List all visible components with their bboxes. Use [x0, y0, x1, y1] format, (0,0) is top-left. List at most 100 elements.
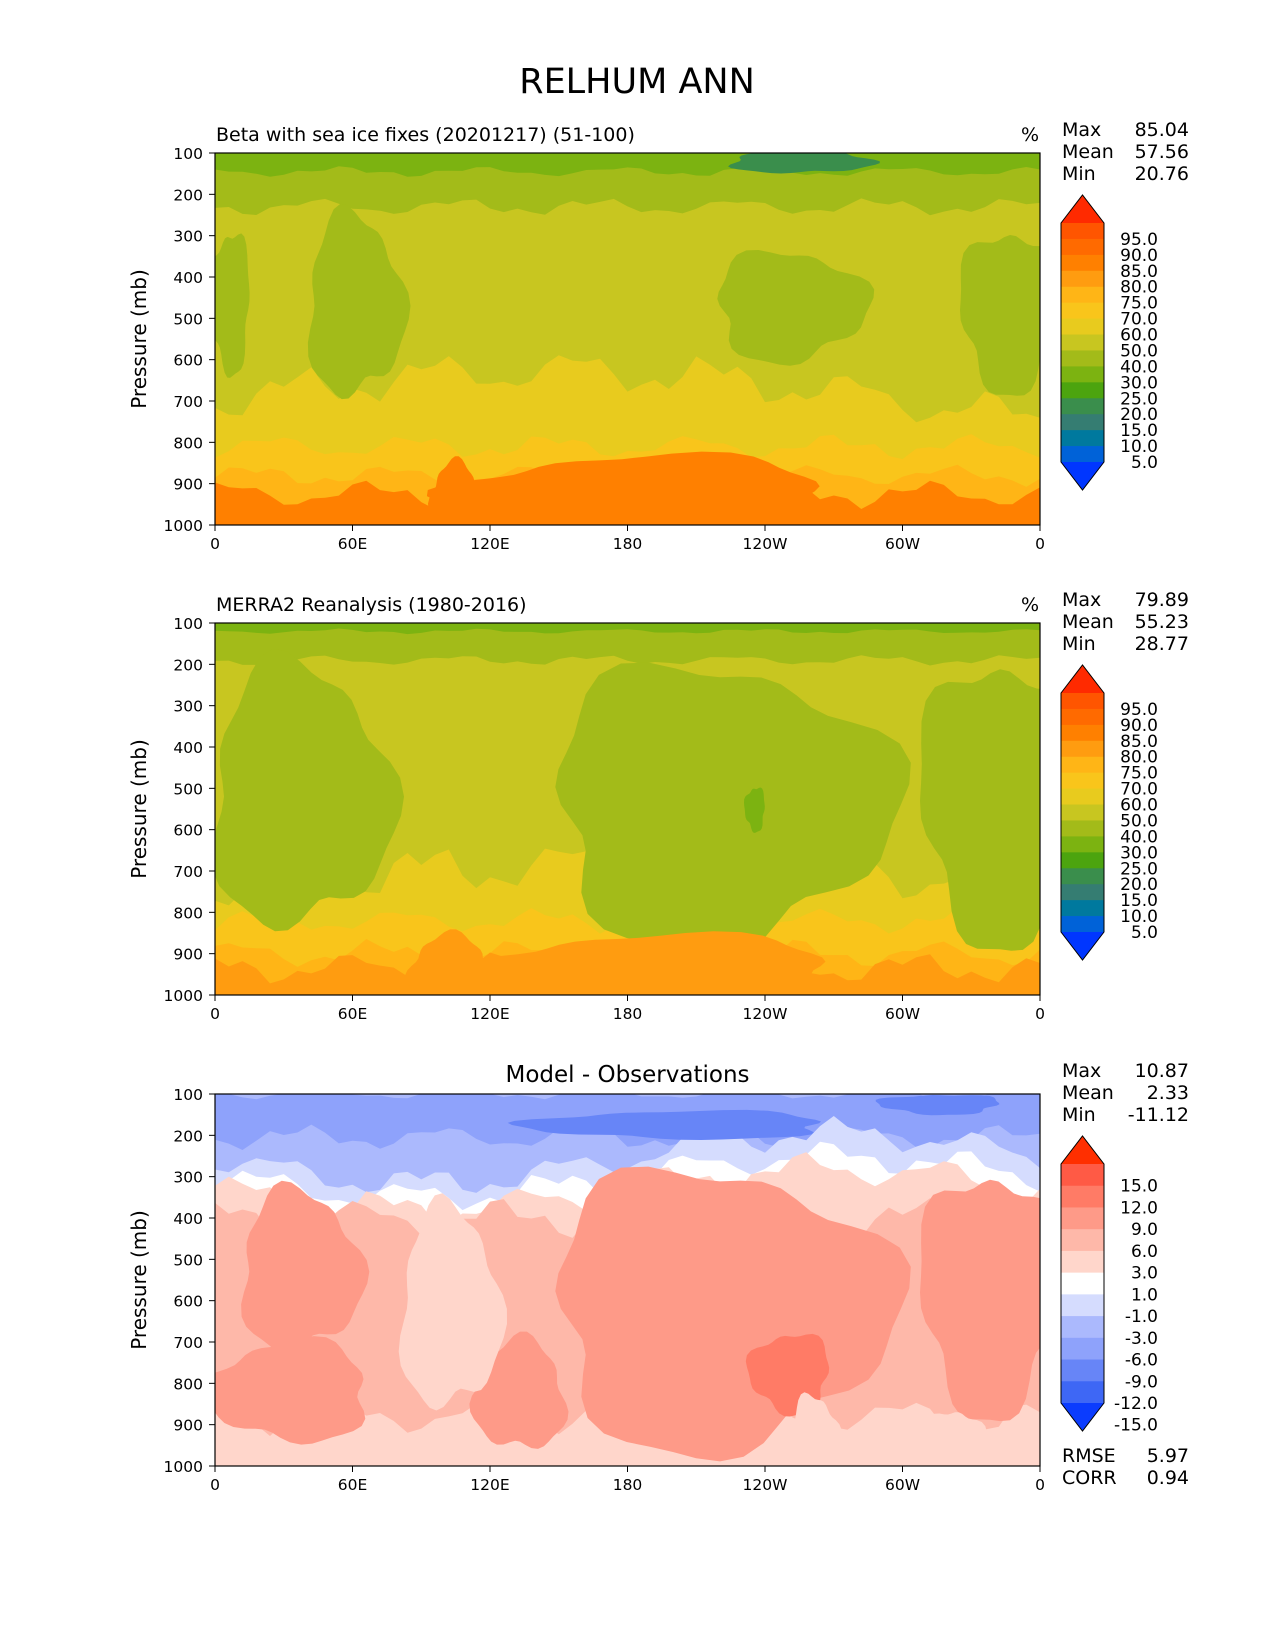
colorbar-swatch [1061, 1229, 1104, 1252]
colorbar-swatch [1061, 724, 1104, 742]
colorbar-swatch [1061, 318, 1104, 336]
colorbar-level-label: 3.0 [1131, 1264, 1158, 1284]
colorbar-swatch [1061, 382, 1104, 399]
colorbar-swatch [1061, 1337, 1104, 1361]
field-contours [215, 623, 1040, 995]
x-tick-label: 60W [885, 535, 920, 553]
colorbar-level-label: -1.0 [1125, 1307, 1158, 1327]
stat-value-mean: 2.33 [1147, 1082, 1189, 1104]
panel-test: Beta with sea ice fixes (20201217) (51-1… [127, 119, 1189, 553]
colorbar-swatch [1061, 254, 1104, 272]
y-tick-label: 400 [173, 739, 203, 757]
panel-difference: Model - Observations 100 200 300 400 500 600 70… [127, 1060, 1189, 1494]
x-tick-label: 0 [210, 1005, 220, 1023]
y-tick-label: 500 [173, 780, 203, 798]
stat-label-min: Min [1062, 163, 1096, 185]
panel-title: Beta with sea ice fixes (20201217) (51-1… [216, 124, 635, 146]
colorbar-level-label: 12.0 [1120, 1198, 1158, 1218]
y-axis-label: Pressure (mb) [127, 739, 151, 879]
colorbar-swatch [1061, 398, 1104, 415]
colorbar-level-label: 1.0 [1131, 1285, 1158, 1305]
y-tick-label: 200 [173, 1127, 203, 1145]
colorbar-extend-max [1061, 1136, 1104, 1164]
colorbar-extend-max [1061, 195, 1104, 223]
stat-label-min: Min [1062, 633, 1096, 655]
colorbar-level-label: 60.0 [1120, 796, 1158, 816]
y-tick-label: 900 [173, 476, 203, 494]
stat-value-rmse: 5.97 [1147, 1445, 1189, 1467]
colorbar-level-label: 75.0 [1120, 294, 1158, 314]
x-tick-label: 0 [1035, 1476, 1045, 1494]
colorbar-swatch [1061, 693, 1104, 710]
colorbar-swatch [1061, 286, 1104, 304]
colorbar-swatch [1061, 804, 1104, 822]
y-tick-label: 100 [173, 1086, 203, 1104]
x-tick-label: 0 [210, 535, 220, 553]
y-tick-label: 600 [173, 822, 203, 840]
colorbar-level-label: 85.0 [1120, 262, 1158, 282]
colorbar-level-label: 5.0 [1131, 453, 1158, 473]
stat-label-rmse: RMSE [1062, 1445, 1116, 1467]
stat-value-min: 20.76 [1135, 163, 1189, 185]
colorbar-extend-max [1061, 665, 1104, 693]
colorbar-swatch [1061, 1381, 1104, 1404]
colorbar-level-label: 15.0 [1120, 421, 1158, 441]
colorbar-swatch [1061, 740, 1104, 758]
x-tick-label: 120W [743, 535, 788, 553]
colorbar-level-label: 60.0 [1120, 326, 1158, 346]
colorbar-level-label: 40.0 [1120, 827, 1158, 847]
colorbar-swatch [1061, 414, 1104, 431]
y-tick-label: 700 [173, 393, 203, 411]
x-tick-label: 60E [338, 535, 368, 553]
stat-value-mean: 57.56 [1135, 141, 1189, 163]
y-tick-label: 100 [173, 145, 203, 163]
colorbar-swatch [1061, 302, 1104, 320]
stat-value-min: 28.77 [1135, 633, 1189, 655]
x-tick-label: 60E [338, 1476, 368, 1494]
stat-label-mean: Mean [1062, 141, 1114, 163]
y-tick-label: 900 [173, 946, 203, 964]
stat-label-max: Max [1062, 119, 1101, 141]
colorbar-level-label: 25.0 [1120, 859, 1158, 879]
colorbar-swatch [1061, 836, 1104, 853]
colorbar-swatch [1061, 884, 1104, 901]
colorbar-level-label: 75.0 [1120, 764, 1158, 784]
y-tick-label: 100 [173, 615, 203, 633]
field-contours [215, 1094, 1040, 1466]
panel-title: Model - Observations [505, 1062, 749, 1088]
colorbar-level-label: 10.0 [1120, 437, 1158, 457]
colorbar-level-label: 40.0 [1120, 357, 1158, 377]
y-tick-label: 400 [173, 269, 203, 287]
field-contours [215, 153, 1040, 525]
y-axis-label: Pressure (mb) [127, 269, 151, 409]
stat-value-max: 79.89 [1135, 589, 1189, 611]
y-tick-label: 800 [173, 904, 203, 922]
colorbar-level-label: 15.0 [1120, 1177, 1158, 1197]
colorbar: 95.090.085.080.075.070.060.050.040.030.0… [1060, 194, 1158, 491]
stat-label-max: Max [1062, 1060, 1101, 1082]
colorbar-level-label: 50.0 [1120, 341, 1158, 361]
y-tick-label: 400 [173, 1210, 203, 1228]
units-label: % [1021, 124, 1039, 146]
colorbar-swatch [1061, 270, 1104, 288]
x-tick-label: 60E [338, 1005, 368, 1023]
colorbar-swatch [1061, 446, 1104, 463]
y-tick-label: 800 [173, 434, 203, 452]
colorbar-extend-min [1061, 932, 1104, 960]
colorbar-swatch [1061, 223, 1104, 240]
stat-value-max: 10.87 [1135, 1060, 1189, 1082]
colorbar-swatch [1061, 1250, 1104, 1274]
y-tick-label: 600 [173, 352, 203, 370]
colorbar-level-label: 85.0 [1120, 732, 1158, 752]
colorbar-level-label: 50.0 [1120, 811, 1158, 831]
colorbar-swatch [1061, 1164, 1104, 1187]
colorbar-level-label: 70.0 [1120, 780, 1158, 800]
colorbar-level-label: 6.0 [1131, 1242, 1158, 1262]
x-tick-label: 60W [885, 1005, 920, 1023]
colorbar-level-label: 80.0 [1120, 278, 1158, 298]
colorbar-swatch [1061, 1294, 1104, 1317]
colorbar-swatch [1061, 900, 1104, 917]
x-tick-label: 120W [743, 1005, 788, 1023]
colorbar-swatch [1061, 238, 1104, 256]
